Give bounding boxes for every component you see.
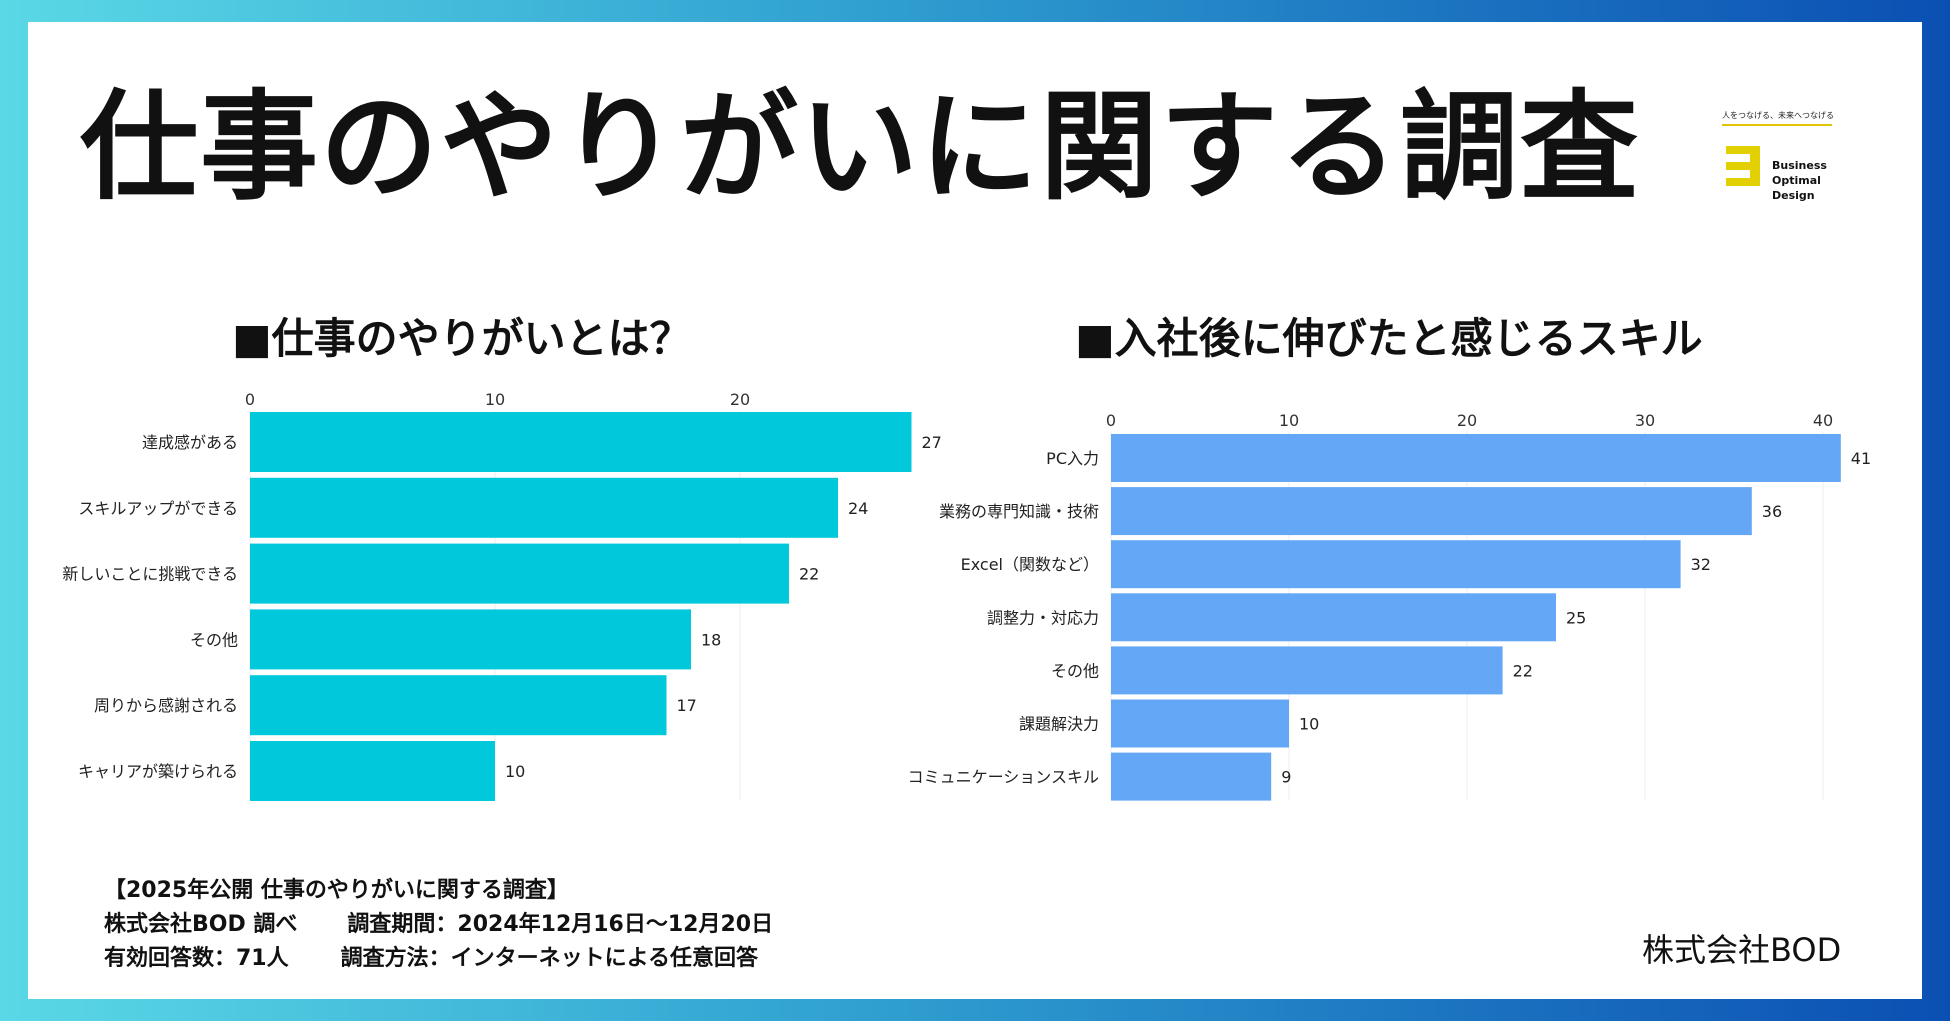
notes-period: 調査期間：2024年12月16日〜12月20日	[347, 912, 774, 937]
category-label-left: スキルアップができる	[78, 499, 238, 518]
value-label-right: 9	[1281, 768, 1291, 787]
bar-right	[1111, 699, 1289, 748]
bar-right	[1111, 593, 1556, 642]
value-label-right: 36	[1762, 502, 1782, 521]
category-label-right: PC入力	[1046, 449, 1099, 468]
tick-label-right: 0	[1106, 411, 1116, 430]
value-label-right: 32	[1691, 555, 1711, 574]
category-label-right: Excel（関数など）	[961, 555, 1099, 574]
bar-left	[250, 741, 495, 801]
value-label-right: 41	[1851, 449, 1871, 468]
tick-label-left: 0	[245, 390, 255, 409]
logo-tagline: 人をつなげる、未来へつなげる	[1722, 111, 1834, 120]
bar-right	[1111, 540, 1681, 589]
bar-left	[250, 412, 912, 472]
notes-respondents: 有効回答数：71人	[104, 946, 289, 971]
bar-left	[250, 477, 838, 538]
bar-right	[1111, 487, 1752, 536]
value-label-right: 10	[1299, 715, 1319, 734]
notes-method: 調査方法：インターネットによる任意回答	[340, 946, 758, 971]
value-label-left: 27	[922, 433, 942, 452]
value-label-left: 22	[799, 565, 819, 584]
category-label-left: 新しいことに挑戦できる	[62, 565, 238, 584]
tick-label-right: 20	[1457, 411, 1477, 430]
tick-label-left: 10	[485, 390, 505, 409]
value-label-left: 24	[848, 499, 868, 518]
notes-line-2: 株式会社BOD 調べ 調査期間：2024年12月16日〜12月20日	[104, 908, 773, 942]
tick-label-right: 10	[1279, 411, 1299, 430]
bar-right	[1111, 752, 1272, 801]
category-label-right: 調整力・対応力	[987, 608, 1099, 627]
tick-label-right: 30	[1635, 411, 1655, 430]
logo-word: Optimal	[1772, 174, 1821, 187]
logo-divider	[1722, 124, 1832, 126]
category-label-right: コミュニケーションスキル	[908, 768, 1099, 787]
chart-title-left: ■仕事のやりがいとは？	[232, 314, 692, 363]
category-label-left: その他	[190, 630, 238, 649]
logo-words: Business Optimal Design	[1772, 158, 1827, 203]
logo: 人をつなげる、未来へつなげる Business Optimal Design	[1720, 108, 1840, 208]
category-label-right: 課題解決力	[1019, 715, 1099, 734]
value-label-left: 10	[505, 762, 525, 781]
value-label-left: 17	[677, 696, 697, 715]
logo-word: Design	[1772, 189, 1815, 202]
bar-right	[1111, 646, 1503, 695]
logo-b-icon	[1726, 146, 1760, 186]
category-label-left: キャリアが築けられる	[78, 762, 238, 781]
logo-word: Business	[1772, 159, 1827, 172]
bar-left	[250, 543, 789, 604]
tick-label-left: 20	[730, 390, 750, 409]
value-label-left: 18	[701, 630, 721, 649]
category-label-left: 達成感がある	[142, 433, 238, 452]
notes-source: 株式会社BOD 調べ	[104, 912, 298, 937]
company-name: 株式会社BOD	[1642, 931, 1842, 969]
survey-notes: 【2025年公開 仕事のやりがいに関する調査】 株式会社BOD 調べ 調査期間：2…	[104, 874, 773, 976]
bar-left	[250, 675, 667, 736]
notes-line-3: 有効回答数：71人 調査方法：インターネットによる任意回答	[104, 942, 773, 976]
category-label-right: その他	[1051, 661, 1099, 680]
value-label-right: 22	[1513, 661, 1533, 680]
bar-left	[250, 609, 691, 670]
chart-title-right: ■入社後に伸びたと感じるスキル	[1075, 314, 1703, 363]
bar-right	[1111, 434, 1841, 482]
value-label-right: 25	[1566, 608, 1586, 627]
tick-label-right: 40	[1813, 411, 1833, 430]
category-label-left: 周りから感謝される	[94, 696, 238, 715]
page-title: 仕事のやりがいに関する調査	[80, 78, 1641, 216]
category-label-right: 業務の専門知識・技術	[939, 502, 1099, 521]
notes-line-1: 【2025年公開 仕事のやりがいに関する調査】	[104, 878, 569, 903]
